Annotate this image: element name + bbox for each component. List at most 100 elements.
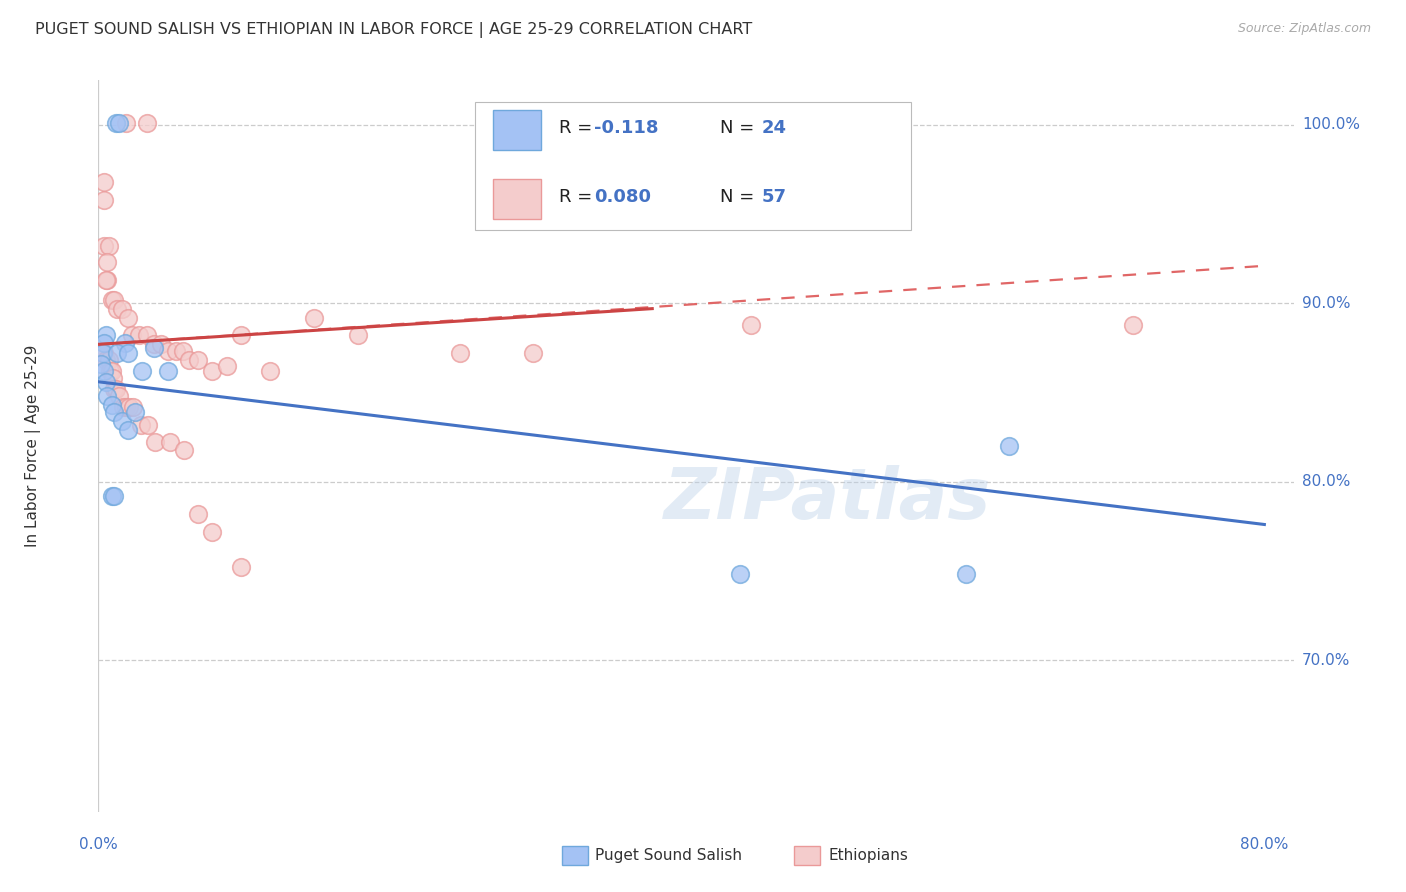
Point bbox=[215, 359, 238, 373]
Point bbox=[96, 389, 118, 403]
Point bbox=[121, 328, 143, 343]
Point bbox=[103, 382, 125, 396]
Point bbox=[955, 567, 977, 582]
Text: N =: N = bbox=[720, 119, 759, 136]
Point bbox=[135, 116, 157, 130]
Point bbox=[135, 328, 157, 343]
Point bbox=[173, 442, 195, 457]
Point bbox=[96, 273, 118, 287]
Point bbox=[186, 507, 208, 521]
Point bbox=[150, 337, 173, 351]
Point bbox=[201, 524, 224, 539]
Point bbox=[103, 293, 125, 307]
Point bbox=[231, 328, 253, 343]
Text: ZIPatlas: ZIPatlas bbox=[664, 465, 991, 534]
Point bbox=[100, 489, 122, 503]
Point bbox=[128, 328, 150, 343]
Point bbox=[118, 400, 141, 414]
Point bbox=[259, 364, 281, 378]
Point bbox=[111, 301, 134, 316]
FancyBboxPatch shape bbox=[494, 179, 540, 219]
Point bbox=[142, 337, 165, 351]
Point bbox=[93, 193, 115, 207]
Point bbox=[111, 414, 134, 428]
Point bbox=[94, 328, 117, 343]
Point bbox=[100, 398, 122, 412]
Point bbox=[131, 364, 153, 378]
Point bbox=[105, 301, 128, 316]
Point bbox=[177, 353, 200, 368]
Point bbox=[136, 417, 159, 432]
Point bbox=[522, 346, 544, 360]
Point bbox=[122, 400, 145, 414]
Text: 90.0%: 90.0% bbox=[1302, 296, 1350, 310]
Point bbox=[231, 560, 253, 574]
Point bbox=[96, 255, 118, 269]
Text: In Labor Force | Age 25-29: In Labor Force | Age 25-29 bbox=[25, 345, 41, 547]
Text: R =: R = bbox=[558, 188, 598, 206]
Text: 0.080: 0.080 bbox=[595, 188, 651, 206]
Point bbox=[347, 328, 370, 343]
Point bbox=[100, 364, 122, 378]
Point bbox=[114, 335, 136, 350]
Text: 57: 57 bbox=[762, 188, 787, 206]
Point bbox=[104, 116, 127, 130]
Text: 0.0%: 0.0% bbox=[79, 837, 118, 852]
Text: 24: 24 bbox=[762, 119, 787, 136]
Text: Ethiopians: Ethiopians bbox=[828, 848, 908, 863]
Point bbox=[91, 346, 114, 360]
Point bbox=[115, 400, 138, 414]
Point bbox=[728, 567, 751, 582]
Point bbox=[142, 341, 165, 355]
FancyBboxPatch shape bbox=[475, 103, 911, 230]
Point bbox=[129, 417, 152, 432]
Point bbox=[201, 364, 224, 378]
Point bbox=[100, 293, 122, 307]
Text: 100.0%: 100.0% bbox=[1302, 118, 1360, 132]
Point bbox=[115, 116, 138, 130]
Point bbox=[117, 346, 139, 360]
Point bbox=[94, 375, 117, 389]
Point bbox=[159, 435, 181, 450]
Point bbox=[143, 435, 166, 450]
Point bbox=[94, 353, 117, 368]
Point bbox=[157, 364, 180, 378]
Point bbox=[186, 353, 208, 368]
Text: 70.0%: 70.0% bbox=[1302, 653, 1350, 667]
Point bbox=[98, 364, 121, 378]
Text: R =: R = bbox=[558, 119, 598, 136]
Point bbox=[108, 389, 131, 403]
Point bbox=[117, 423, 139, 437]
FancyBboxPatch shape bbox=[494, 110, 540, 150]
Point bbox=[998, 439, 1021, 453]
Point bbox=[93, 364, 115, 378]
Text: Puget Sound Salish: Puget Sound Salish bbox=[595, 848, 742, 863]
Text: 80.0%: 80.0% bbox=[1240, 837, 1288, 852]
Point bbox=[90, 357, 112, 371]
Point bbox=[104, 382, 127, 396]
Point bbox=[117, 310, 139, 325]
Point bbox=[93, 175, 115, 189]
Point bbox=[302, 310, 325, 325]
Point bbox=[93, 346, 115, 360]
Point bbox=[97, 239, 120, 253]
Point bbox=[740, 318, 762, 332]
Point bbox=[97, 353, 120, 368]
Point bbox=[105, 346, 128, 360]
Point bbox=[449, 346, 471, 360]
Point bbox=[94, 273, 117, 287]
Text: -0.118: -0.118 bbox=[595, 119, 659, 136]
Point bbox=[108, 116, 131, 130]
Point bbox=[101, 371, 124, 385]
Text: PUGET SOUND SALISH VS ETHIOPIAN IN LABOR FORCE | AGE 25-29 CORRELATION CHART: PUGET SOUND SALISH VS ETHIOPIAN IN LABOR… bbox=[35, 22, 752, 38]
Point bbox=[172, 344, 194, 359]
Point bbox=[157, 344, 180, 359]
Text: Source: ZipAtlas.com: Source: ZipAtlas.com bbox=[1237, 22, 1371, 36]
Point bbox=[93, 239, 115, 253]
Point bbox=[112, 400, 135, 414]
Point bbox=[124, 405, 146, 419]
Point bbox=[93, 335, 115, 350]
Point bbox=[1122, 318, 1144, 332]
Point bbox=[91, 346, 114, 360]
Text: N =: N = bbox=[720, 188, 759, 206]
